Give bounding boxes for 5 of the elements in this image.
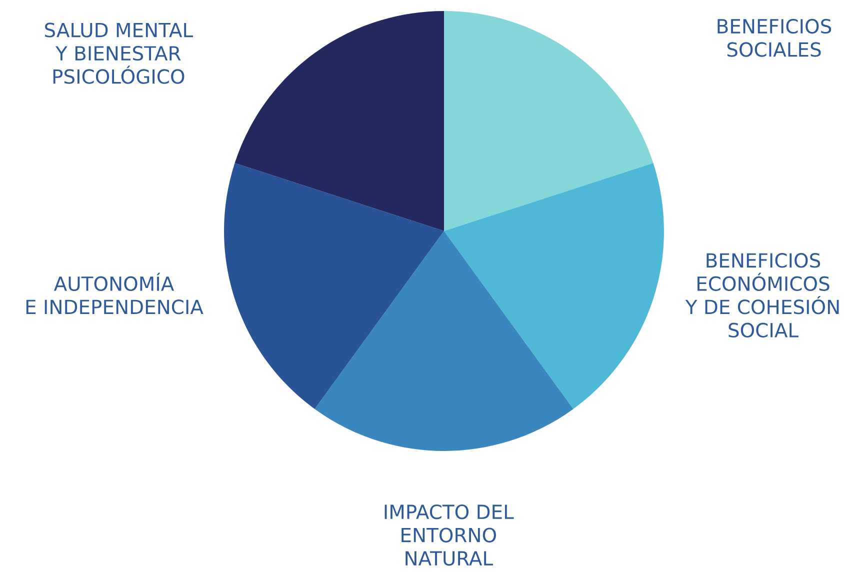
slice-label: BENEFICIOS ECONÓMICOS Y DE COHESIÓN SOCIAL [685,253,839,338]
slice-label: BENEFICIOS SOCIALES [718,18,832,57]
slice-label: SALUD MENTAL Y BIENESTAR PSICOLÓGICO [44,22,193,84]
slice-label: AUTONOMÍA E INDEPENDENCIA [26,272,204,314]
slice-label: IMPACTO DEL ENTORNO NATURAL [384,504,514,566]
